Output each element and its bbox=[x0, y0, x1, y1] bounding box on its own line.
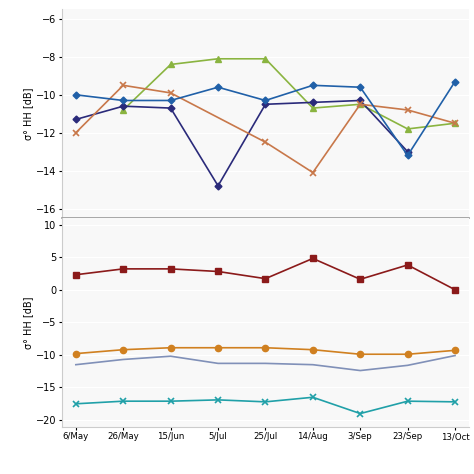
other crop bbox=[357, 84, 363, 90]
Line: late rice: late rice bbox=[73, 82, 458, 176]
other crop bbox=[215, 84, 221, 90]
rice bbox=[263, 101, 268, 107]
rice bbox=[120, 103, 126, 109]
early rice bbox=[452, 120, 458, 126]
rice bbox=[168, 105, 173, 111]
Line: rice: rice bbox=[73, 98, 410, 188]
Line: early rice: early rice bbox=[120, 55, 458, 132]
other crop bbox=[405, 153, 410, 158]
late rice bbox=[263, 139, 268, 145]
other crop bbox=[168, 98, 173, 103]
early rice bbox=[357, 101, 363, 107]
late rice bbox=[405, 107, 410, 113]
early rice bbox=[215, 56, 221, 62]
early rice bbox=[168, 62, 173, 67]
late rice bbox=[73, 130, 79, 136]
early rice bbox=[405, 126, 410, 132]
Y-axis label: σ° HH [dB]: σ° HH [dB] bbox=[23, 296, 33, 348]
late rice bbox=[120, 82, 126, 88]
early rice bbox=[263, 56, 268, 62]
rice bbox=[357, 98, 363, 103]
other crop bbox=[310, 82, 316, 88]
late rice bbox=[452, 120, 458, 126]
late rice bbox=[357, 101, 363, 107]
rice bbox=[73, 117, 79, 122]
other crop bbox=[452, 79, 458, 84]
Legend: early rice, rice, late rice, other crop: early rice, rice, late rice, other crop bbox=[154, 242, 377, 251]
other crop bbox=[120, 98, 126, 103]
rice bbox=[215, 183, 221, 189]
late rice bbox=[310, 170, 316, 175]
late rice bbox=[168, 90, 173, 96]
other crop bbox=[263, 98, 268, 103]
early rice bbox=[120, 107, 126, 113]
rice bbox=[310, 100, 316, 105]
rice bbox=[405, 149, 410, 155]
Line: other crop: other crop bbox=[73, 79, 457, 158]
other crop bbox=[73, 92, 79, 98]
Y-axis label: σ° HH [dB]: σ° HH [dB] bbox=[23, 88, 33, 140]
early rice bbox=[310, 105, 316, 111]
